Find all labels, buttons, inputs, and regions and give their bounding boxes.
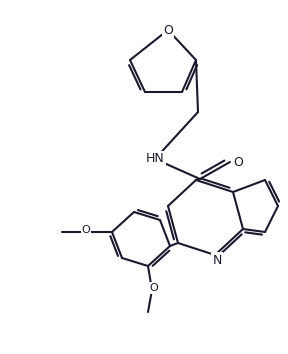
Text: O: O: [233, 155, 243, 169]
Text: O: O: [150, 283, 158, 293]
Text: O: O: [163, 23, 173, 36]
Text: O: O: [82, 225, 90, 235]
Text: HN: HN: [146, 153, 164, 166]
Text: N: N: [212, 253, 222, 267]
